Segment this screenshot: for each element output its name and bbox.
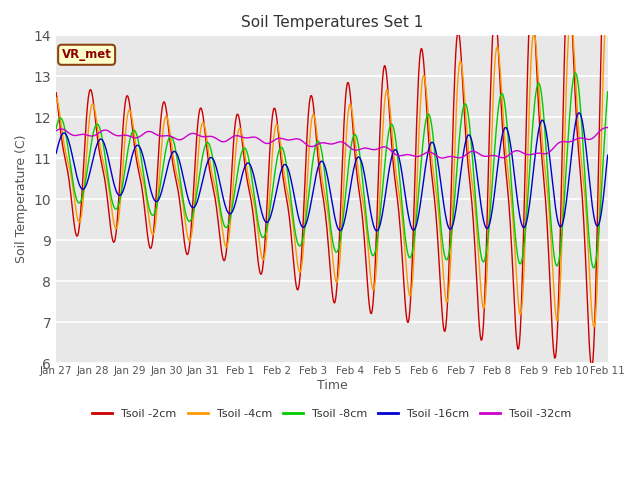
Tsoil -8cm xyxy=(119,180,127,186)
Tsoil -2cm xyxy=(175,192,183,198)
Tsoil -32cm xyxy=(52,128,60,133)
Tsoil -8cm xyxy=(175,168,183,173)
Tsoil -16cm xyxy=(119,189,127,194)
Tsoil -32cm xyxy=(399,153,406,158)
Tsoil -4cm xyxy=(399,222,406,228)
Tsoil -32cm xyxy=(604,125,611,131)
Tsoil -2cm xyxy=(204,156,212,161)
Tsoil -16cm xyxy=(400,181,408,187)
Tsoil -4cm xyxy=(415,131,423,136)
Tsoil -32cm xyxy=(175,137,183,143)
Tsoil -16cm xyxy=(604,153,611,158)
Line: Tsoil -16cm: Tsoil -16cm xyxy=(56,113,607,231)
Tsoil -16cm xyxy=(204,158,212,164)
Tsoil -8cm xyxy=(52,125,60,131)
Tsoil -8cm xyxy=(204,140,212,145)
X-axis label: Time: Time xyxy=(317,379,348,392)
Title: Soil Temperatures Set 1: Soil Temperatures Set 1 xyxy=(241,15,423,30)
Tsoil -4cm xyxy=(204,145,212,151)
Tsoil -16cm xyxy=(416,205,424,211)
Tsoil -2cm xyxy=(588,364,595,370)
Tsoil -32cm xyxy=(62,128,70,134)
Tsoil -4cm xyxy=(604,1,611,7)
Line: Tsoil -8cm: Tsoil -8cm xyxy=(56,73,607,268)
Tsoil -4cm xyxy=(52,95,60,101)
Tsoil -16cm xyxy=(52,150,60,156)
Tsoil -4cm xyxy=(590,324,598,330)
Tsoil -4cm xyxy=(119,164,127,169)
Y-axis label: Soil Temperature (C): Soil Temperature (C) xyxy=(15,135,28,264)
Tsoil -8cm xyxy=(415,185,423,191)
Tsoil -16cm xyxy=(373,228,381,234)
Tsoil -16cm xyxy=(175,156,183,162)
Tsoil -2cm xyxy=(62,160,70,166)
Tsoil -2cm xyxy=(52,90,60,96)
Line: Tsoil -4cm: Tsoil -4cm xyxy=(56,4,607,327)
Tsoil -8cm xyxy=(399,211,406,217)
Line: Tsoil -2cm: Tsoil -2cm xyxy=(56,0,607,367)
Tsoil -8cm xyxy=(572,70,579,76)
Tsoil -32cm xyxy=(119,132,127,138)
Tsoil -8cm xyxy=(62,133,70,139)
Tsoil -2cm xyxy=(119,126,127,132)
Tsoil -16cm xyxy=(575,110,583,116)
Tsoil -32cm xyxy=(204,133,212,139)
Tsoil -16cm xyxy=(62,132,70,137)
Tsoil -2cm xyxy=(415,66,423,72)
Legend: Tsoil -2cm, Tsoil -4cm, Tsoil -8cm, Tsoil -16cm, Tsoil -32cm: Tsoil -2cm, Tsoil -4cm, Tsoil -8cm, Tsoi… xyxy=(88,404,576,423)
Line: Tsoil -32cm: Tsoil -32cm xyxy=(56,128,607,158)
Tsoil -8cm xyxy=(590,265,598,271)
Tsoil -32cm xyxy=(415,154,423,159)
Tsoil -8cm xyxy=(604,89,611,95)
Tsoil -2cm xyxy=(399,264,406,270)
Tsoil -32cm xyxy=(438,155,446,161)
Tsoil -4cm xyxy=(62,152,70,157)
Text: VR_met: VR_met xyxy=(61,48,111,61)
Tsoil -4cm xyxy=(175,180,183,185)
